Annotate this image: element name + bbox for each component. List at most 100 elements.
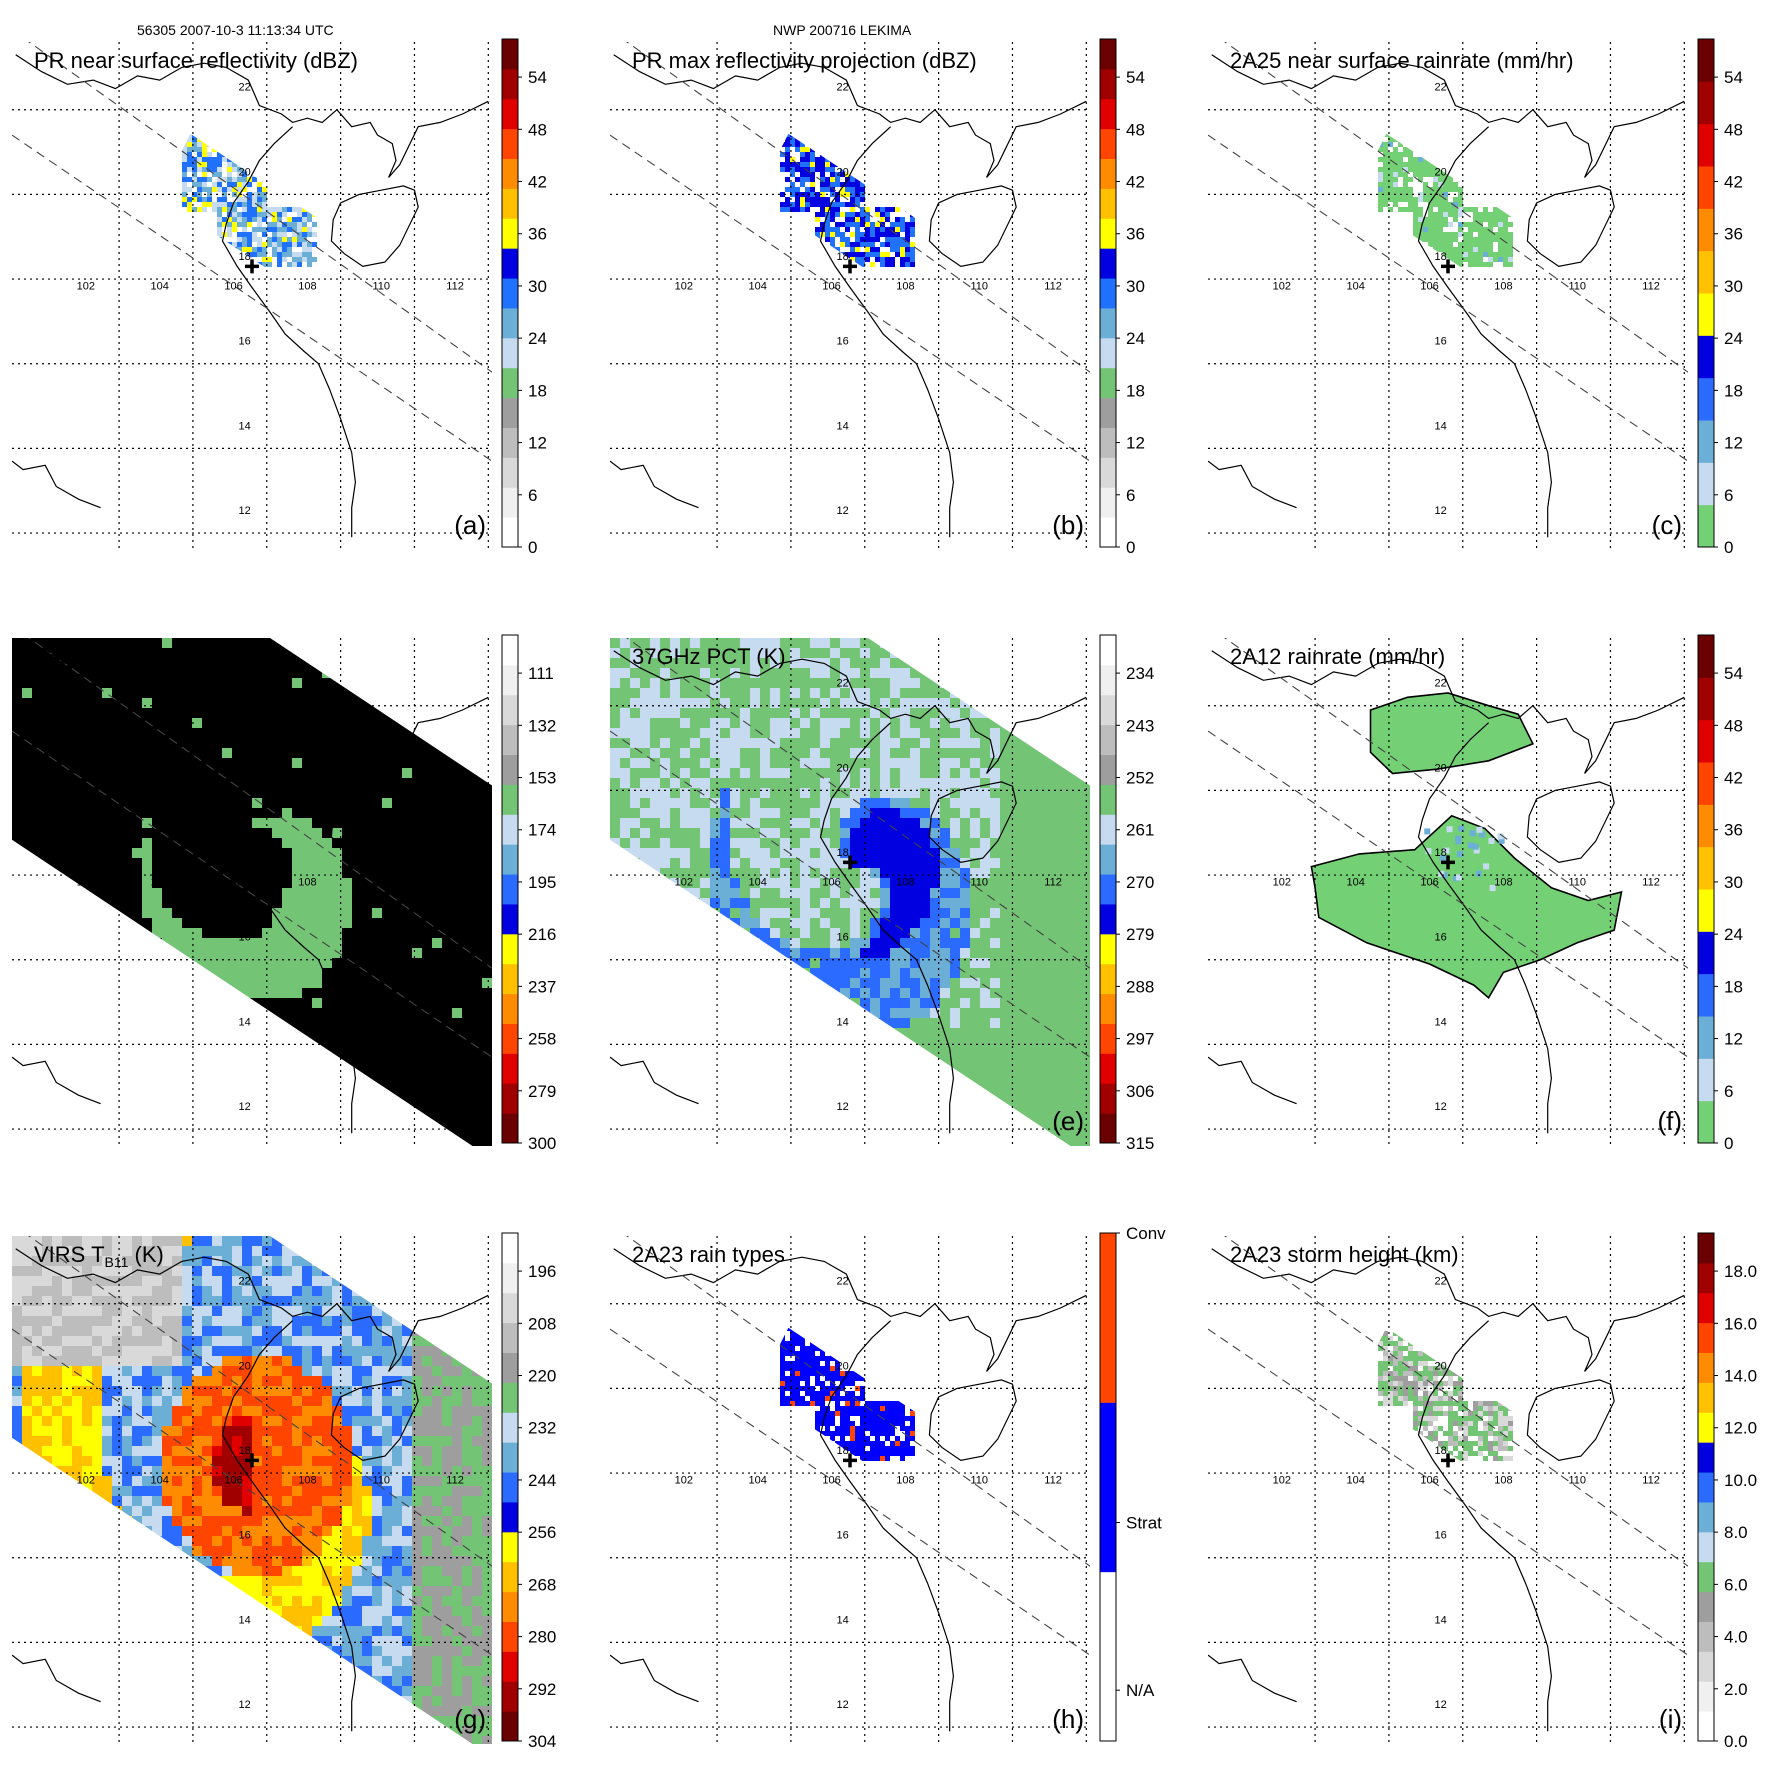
colorbar-tick-label: 42 <box>1724 173 1743 192</box>
colorbar-swatch <box>1100 754 1116 785</box>
colorbar-swatch <box>1698 1501 1714 1533</box>
lat-tick-label: 18 <box>238 847 250 859</box>
colorbar-swatch <box>502 814 518 845</box>
colorbar-swatch <box>1698 1412 1714 1443</box>
lon-tick-label: 106 <box>1420 281 1438 293</box>
lat-tick-label: 14 <box>238 420 250 432</box>
colorbar-tick-label: 279 <box>1126 925 1154 944</box>
colorbar-swatch <box>502 1621 518 1652</box>
colorbar-swatch <box>1100 1402 1116 1573</box>
panel-letter: (c) <box>1652 510 1682 540</box>
colorbar-i: 0.0 2.0 4.0 6.0 8.0 10.0 12.0 14.0 16.0 18.0 <box>1697 1232 1757 1751</box>
colorbar-swatch <box>1698 293 1714 336</box>
colorbar-swatch <box>1698 1561 1714 1593</box>
lon-tick-label: 110 <box>970 877 988 889</box>
lat-lon-grid <box>610 42 1090 550</box>
lon-tick-label: 102 <box>675 1475 693 1487</box>
swath-edges <box>1208 638 1688 1058</box>
colorbar-swatch <box>1100 694 1116 726</box>
colorbar-swatch <box>502 1531 518 1563</box>
lat-tick-label: 16 <box>836 336 848 348</box>
lat-tick-label: 14 <box>836 420 848 432</box>
lat-lon-grid <box>1208 1236 1688 1744</box>
colorbar-swatch <box>1100 664 1116 696</box>
colorbar-tick-label: 18 <box>1724 977 1743 996</box>
lon-tick-label: 104 <box>1347 1475 1365 1487</box>
colorbar-tick-label: 18 <box>1724 381 1743 400</box>
map-tick-labels: 102 104 106 108 110 112 22 20 18 16 14 12 <box>77 1276 464 1711</box>
colorbar-swatch <box>1698 462 1714 506</box>
lon-tick-label: 108 <box>1494 281 1512 293</box>
colorbar-swatch <box>1100 68 1116 100</box>
lat-tick-label: 20 <box>836 166 848 178</box>
rain-area <box>1310 692 1623 1000</box>
panel-letter: (e) <box>1052 1106 1084 1136</box>
colorbar-swatch <box>502 874 518 905</box>
colorbar-swatch <box>1100 457 1116 488</box>
colorbar-swatch <box>1100 993 1116 1024</box>
colorbar-swatch <box>1698 504 1714 548</box>
map-panel-g: 102 104 106 108 110 112 22 20 18 16 14 12 VIRS TB11 … <box>12 1236 492 1744</box>
colorbar-tick-label: 220 <box>528 1367 556 1386</box>
lat-tick-label: 12 <box>238 505 250 517</box>
colorbar-swatch <box>502 903 518 935</box>
lat-tick-label: 14 <box>836 1016 848 1028</box>
colorbar-tick-label: 280 <box>528 1628 556 1647</box>
colorbar-tick-label: 36 <box>528 225 547 244</box>
coastline <box>610 54 1087 538</box>
lon-tick-label: 104 <box>749 877 767 889</box>
lon-tick-label: 108 <box>1494 1475 1512 1487</box>
colorbar-swatch <box>502 1233 518 1264</box>
colorbar-swatch <box>1100 1023 1116 1054</box>
colorbar-tick-label: 12 <box>1126 434 1145 453</box>
colorbar-swatch <box>1698 1711 1714 1742</box>
colorbar-swatch <box>1698 377 1714 421</box>
colorbar-swatch <box>1698 1531 1714 1563</box>
colorbar-swatch <box>1698 1681 1714 1712</box>
colorbar-swatch <box>502 158 518 189</box>
colorbar-swatch <box>1100 39 1116 70</box>
colorbar-swatch <box>1698 1322 1714 1354</box>
colorbar-swatch <box>502 1262 518 1294</box>
lon-tick-label: 112 <box>446 1475 464 1487</box>
lon-tick-label: 102 <box>1273 281 1291 293</box>
lat-lon-grid <box>12 42 492 550</box>
lon-tick-label: 102 <box>77 877 95 889</box>
lat-tick-label: 22 <box>1434 1276 1446 1288</box>
colorbar-swatch <box>502 1352 518 1383</box>
colorbar-swatch <box>1698 420 1714 463</box>
colorbar-tick-label: 54 <box>1724 664 1743 683</box>
lon-tick-label: 102 <box>1273 1475 1291 1487</box>
map-panel-b: 102 104 106 108 110 112 22 20 18 16 14 12 PR max ref… <box>610 42 1090 550</box>
lon-tick-label: 106 <box>1420 1475 1438 1487</box>
colorbar-tick-label: 42 <box>528 173 547 192</box>
colorbar-tick-label: 12 <box>1724 434 1743 453</box>
colorbar-swatch <box>1698 250 1714 294</box>
lat-tick-label: 12 <box>836 505 848 517</box>
colorbar-tick-label: 252 <box>1126 769 1154 788</box>
swath-edges <box>610 1236 1090 1656</box>
colorbar-swatch <box>502 307 518 339</box>
colorbar-swatch <box>1698 208 1714 252</box>
colorbar-tick-label: N/A <box>1126 1681 1155 1700</box>
colorbar-tick-label: 2.0 <box>1724 1680 1748 1699</box>
lat-tick-label: 12 <box>836 1699 848 1711</box>
colorbar-a: 0 6 12 18 24 30 36 42 48 54 <box>501 38 547 557</box>
panel-letter: (h) <box>1052 1704 1084 1734</box>
colorbar-tick-label: 8.0 <box>1724 1523 1748 1542</box>
colorbar-swatch <box>502 1472 518 1503</box>
colorbar-swatch <box>502 188 518 219</box>
lat-tick-label: 18 <box>1434 251 1446 263</box>
colorbar-tick-label: 237 <box>528 977 556 996</box>
colorbar-tick-label: 196 <box>528 1262 556 1281</box>
colorbar-tick-label: 30 <box>1126 277 1145 296</box>
colorbar-swatch <box>1698 335 1714 379</box>
colorbar-tick-label: 6 <box>528 486 537 505</box>
lon-tick-label: 106 <box>822 1475 840 1487</box>
colorbar-swatch <box>1698 762 1714 805</box>
lon-tick-label: 108 <box>298 1475 316 1487</box>
swath-edges <box>12 42 492 462</box>
colorbar-tick-label: 24 <box>1126 329 1145 348</box>
colorbar-tick-label: 30 <box>528 277 547 296</box>
panel-title: PR near surface reflectivity (dBZ) <box>34 48 358 73</box>
